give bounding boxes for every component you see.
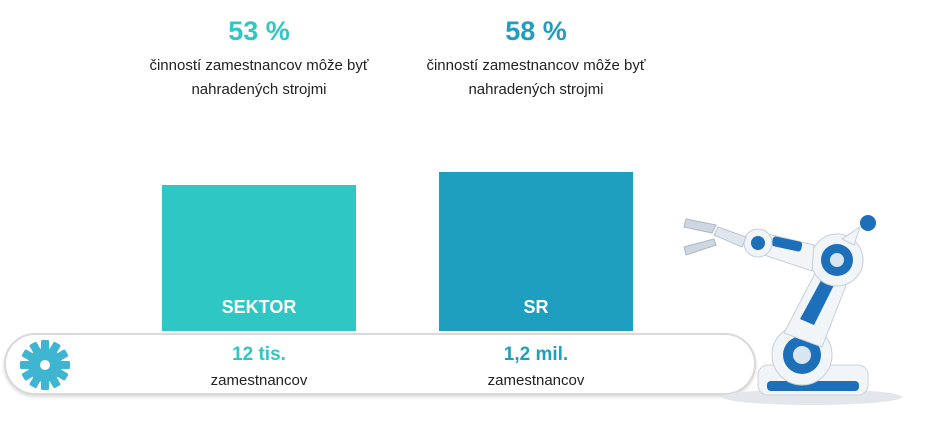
bar-label-sektor: SEKTOR bbox=[221, 297, 297, 317]
value-description-sektor-line-2: nahradených strojmi bbox=[191, 81, 327, 98]
gear-icon bbox=[20, 340, 70, 390]
value-description-sektor-line-1: činností zamestnancov môže byť bbox=[149, 57, 369, 74]
value-label-sektor: 53 % bbox=[228, 16, 290, 46]
robot-arm-icon bbox=[683, 215, 902, 405]
value-description-sr-line-2: nahradených strojmi bbox=[468, 81, 604, 98]
value-label-sr: 58 % bbox=[505, 16, 567, 46]
employee-count-sr: 1,2 mil. bbox=[503, 344, 569, 365]
value-description-sr-line-1: činností zamestnancov môže byť bbox=[426, 57, 646, 74]
employee-unit-sr: zamestnancov bbox=[487, 372, 585, 389]
bar-label-sr: SR bbox=[523, 297, 549, 317]
employee-unit-sektor: zamestnancov bbox=[210, 372, 308, 389]
bar-sr bbox=[439, 171, 633, 331]
bar-sektor bbox=[162, 185, 356, 331]
conveyor-track bbox=[4, 333, 756, 395]
employee-count-sektor: 12 tis. bbox=[232, 344, 286, 365]
